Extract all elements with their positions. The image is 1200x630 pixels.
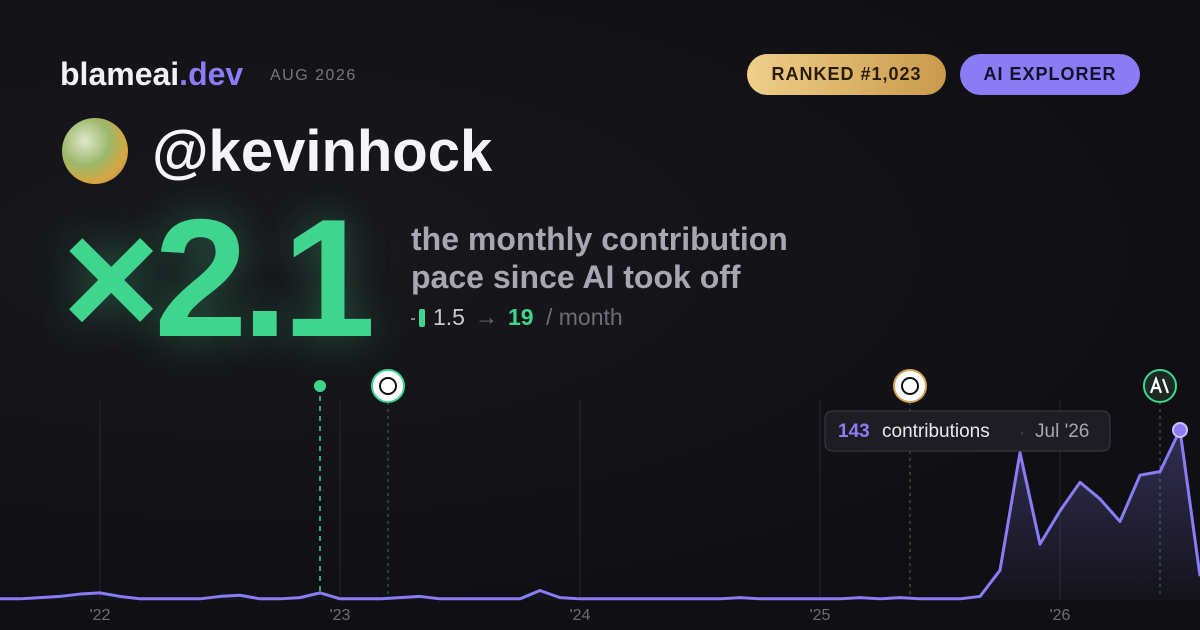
x-tick-label: '23 bbox=[330, 607, 351, 624]
pace: 1.5 → 19 / month bbox=[411, 304, 623, 331]
description-line: pace since AI took off bbox=[411, 259, 741, 295]
unit: / month bbox=[545, 304, 623, 330]
event-dot bbox=[314, 380, 326, 392]
after-value: 19 bbox=[507, 304, 534, 330]
handle: @kevinhock bbox=[152, 119, 493, 184]
x-tick-label: '25 bbox=[810, 607, 831, 624]
x-tick-label: '26 bbox=[1050, 607, 1071, 624]
tier-badge: AI EXPLORER bbox=[960, 54, 1140, 95]
tooltip-separator: · bbox=[1020, 424, 1025, 440]
multiplier: ×2.1 bbox=[62, 184, 376, 372]
date: AUG 2026 bbox=[270, 67, 357, 84]
arrow: → bbox=[474, 304, 498, 330]
description: the monthly contribution pace since AI to… bbox=[411, 220, 788, 296]
event-icon bbox=[371, 369, 405, 403]
brand-suffix: .dev bbox=[179, 56, 244, 92]
area bbox=[0, 430, 1200, 600]
tooltip bbox=[824, 410, 1111, 452]
x-tick-label: '22 bbox=[90, 607, 111, 624]
rank-badge: RANKED #1,023 bbox=[747, 54, 946, 95]
tooltip-label: contributions bbox=[882, 421, 990, 442]
avatar bbox=[62, 118, 128, 184]
icon bbox=[411, 317, 415, 320]
icon bbox=[419, 309, 425, 327]
highlight-point bbox=[1172, 422, 1188, 438]
brand-name: blameai bbox=[60, 56, 180, 92]
before-value: 1.5 bbox=[433, 304, 465, 330]
brand: blameai.dev bbox=[60, 56, 243, 93]
event-icon bbox=[893, 369, 927, 403]
event-icon bbox=[901, 377, 919, 395]
tooltip-value: 143 bbox=[838, 421, 870, 442]
description-line: the monthly contribution bbox=[411, 221, 788, 257]
tooltip-date: Jul '26 bbox=[1035, 421, 1089, 442]
event-icon bbox=[379, 377, 397, 395]
x-tick-label: '24 bbox=[570, 607, 591, 624]
line bbox=[0, 428, 1200, 601]
event-icon bbox=[1149, 375, 1170, 394]
event-icon bbox=[1143, 369, 1177, 403]
